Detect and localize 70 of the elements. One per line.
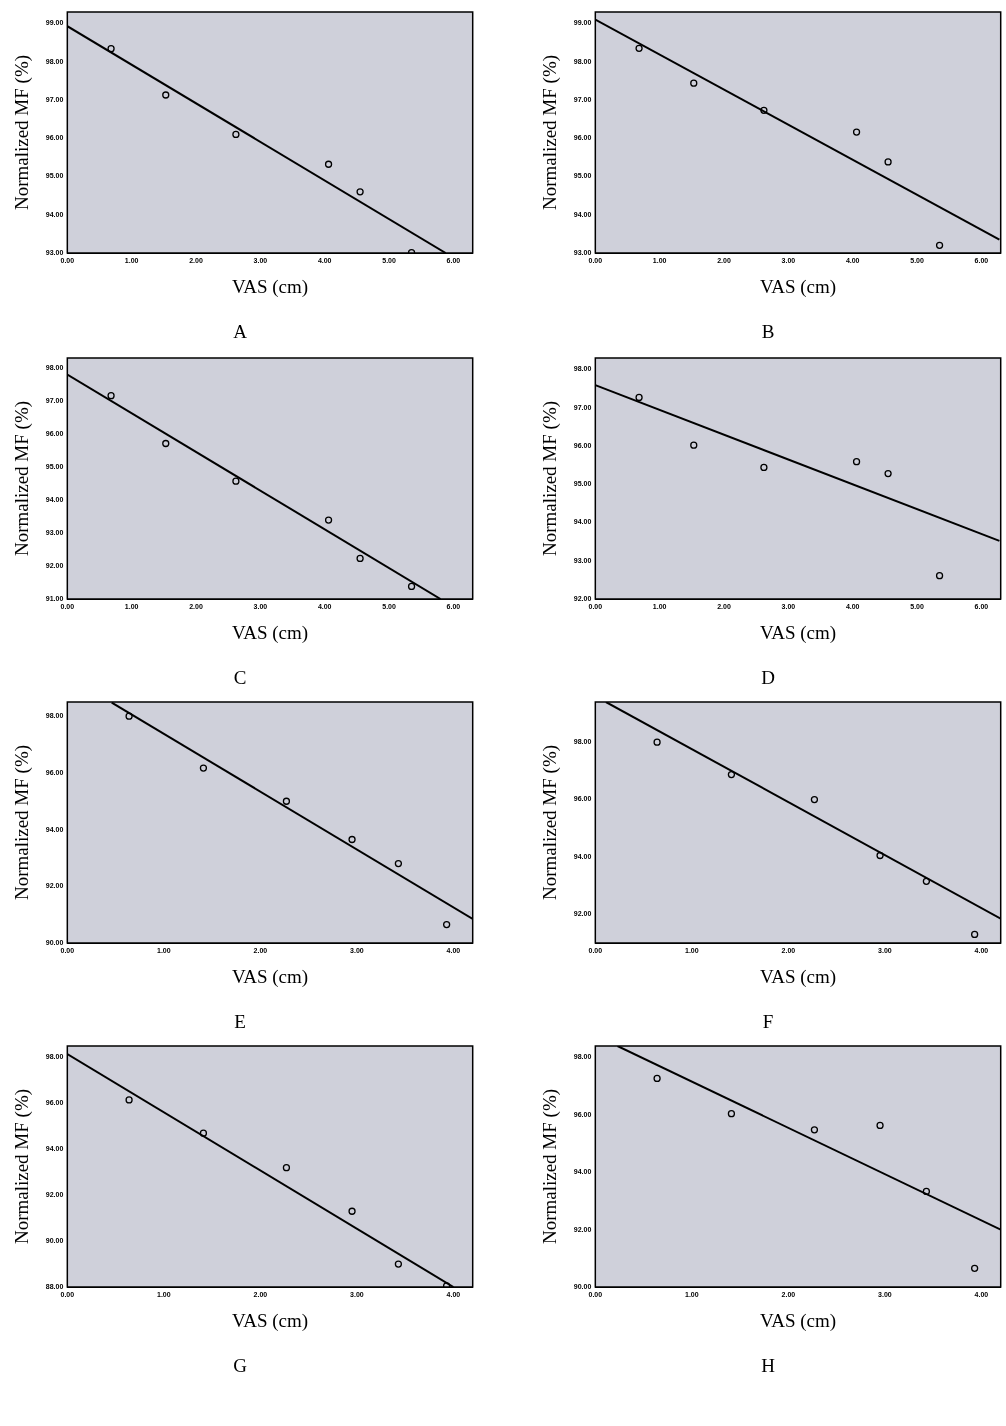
point (125, 712, 133, 720)
text: C (233, 666, 247, 688)
point (199, 764, 208, 772)
point (407, 582, 416, 591)
point (282, 1164, 291, 1172)
y-axis-title: Normalized MF (%) (539, 54, 562, 211)
point (324, 516, 333, 524)
x-axis-title: VAS (cm) (231, 965, 309, 988)
point (690, 79, 698, 87)
x-axis-title: VAS (cm) (231, 621, 309, 644)
point (394, 1260, 403, 1268)
point (935, 241, 944, 249)
point (125, 1096, 133, 1104)
point (635, 393, 643, 402)
y-axis-title: Normalized MF (%) (539, 1088, 562, 1245)
text: D (761, 666, 775, 688)
point (760, 106, 768, 114)
point (922, 1187, 931, 1196)
point (348, 1207, 356, 1215)
point (324, 160, 333, 168)
point (810, 795, 819, 804)
point (282, 797, 291, 805)
y-axis-title: Normalized MF (%) (539, 400, 562, 557)
point (107, 45, 115, 53)
y-axis-title: Normalized MF (%) (11, 1088, 34, 1245)
point (348, 835, 356, 844)
point (935, 572, 944, 580)
point (876, 851, 884, 860)
x-axis-title: VAS (cm) (759, 621, 837, 644)
point (356, 188, 364, 196)
point (232, 130, 240, 139)
point (727, 1110, 736, 1118)
point (199, 1129, 208, 1137)
point (760, 463, 768, 472)
point (653, 1074, 661, 1083)
y-axis-title: Normalized MF (%) (11, 744, 34, 901)
text: B (761, 320, 775, 342)
text: H (761, 1354, 776, 1376)
point (162, 439, 170, 448)
x-axis-title: VAS (cm) (231, 275, 309, 298)
point (394, 859, 403, 868)
point (107, 391, 115, 400)
point (810, 1126, 819, 1134)
point (653, 738, 661, 746)
text: F (762, 1010, 774, 1032)
point (852, 128, 861, 136)
point (852, 458, 861, 466)
point (884, 158, 892, 166)
point (884, 469, 892, 478)
point (727, 770, 736, 779)
point (635, 44, 643, 52)
point (970, 930, 979, 939)
point (876, 1121, 884, 1130)
text: A (233, 320, 248, 342)
point (162, 91, 170, 99)
text: G (233, 1354, 248, 1376)
x-axis-title: VAS (cm) (759, 1309, 837, 1332)
point (232, 477, 240, 485)
x-axis-title: VAS (cm) (759, 965, 837, 988)
point (970, 1264, 979, 1272)
text: E (234, 1010, 246, 1032)
point (922, 877, 931, 885)
x-axis-title: VAS (cm) (231, 1309, 309, 1332)
y-axis-title: Normalized MF (%) (11, 54, 34, 211)
point (690, 441, 698, 449)
x-axis-title: VAS (cm) (759, 275, 837, 298)
y-axis-title: Normalized MF (%) (11, 400, 34, 557)
point (442, 920, 451, 929)
y-axis-title: Normalized MF (%) (539, 744, 562, 901)
point (356, 554, 364, 563)
